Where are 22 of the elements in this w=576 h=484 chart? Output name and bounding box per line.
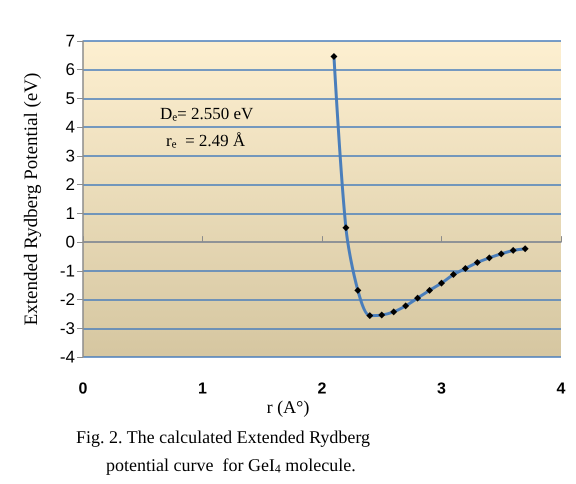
x-tick-label: 3 [437, 380, 446, 398]
x-tick-label: 2 [318, 380, 327, 398]
annotation: re = 2.49 Å [166, 131, 246, 150]
y-tick-label: -4 [60, 348, 75, 366]
y-tick-label: 6 [66, 60, 75, 80]
annotation: De= 2.550 eV [160, 104, 254, 124]
y-tick-label: 0 [66, 232, 75, 252]
y-tick-label: 4 [66, 118, 75, 137]
y-axis-title: Extended Rydberg Potential (eV) [21, 72, 42, 326]
x-axis-title: r (A°) [266, 397, 310, 417]
x-tick-label: 0 [78, 380, 88, 398]
y-tick-label: 5 [66, 88, 75, 108]
y-tick-label: -1 [60, 261, 75, 280]
y-tick-label: 2 [66, 175, 75, 194]
y-tick-label: -3 [60, 318, 75, 338]
y-tick-label: 1 [66, 204, 75, 223]
caption: Fig. 2. The calculated Extended Rydberg [76, 427, 370, 447]
x-tick-label: 4 [556, 380, 566, 398]
x-tick-label: 1 [198, 380, 208, 398]
y-tick-label: 7 [66, 32, 75, 50]
y-tick-label: 3 [66, 146, 75, 166]
y-tick-label: -2 [60, 290, 75, 310]
